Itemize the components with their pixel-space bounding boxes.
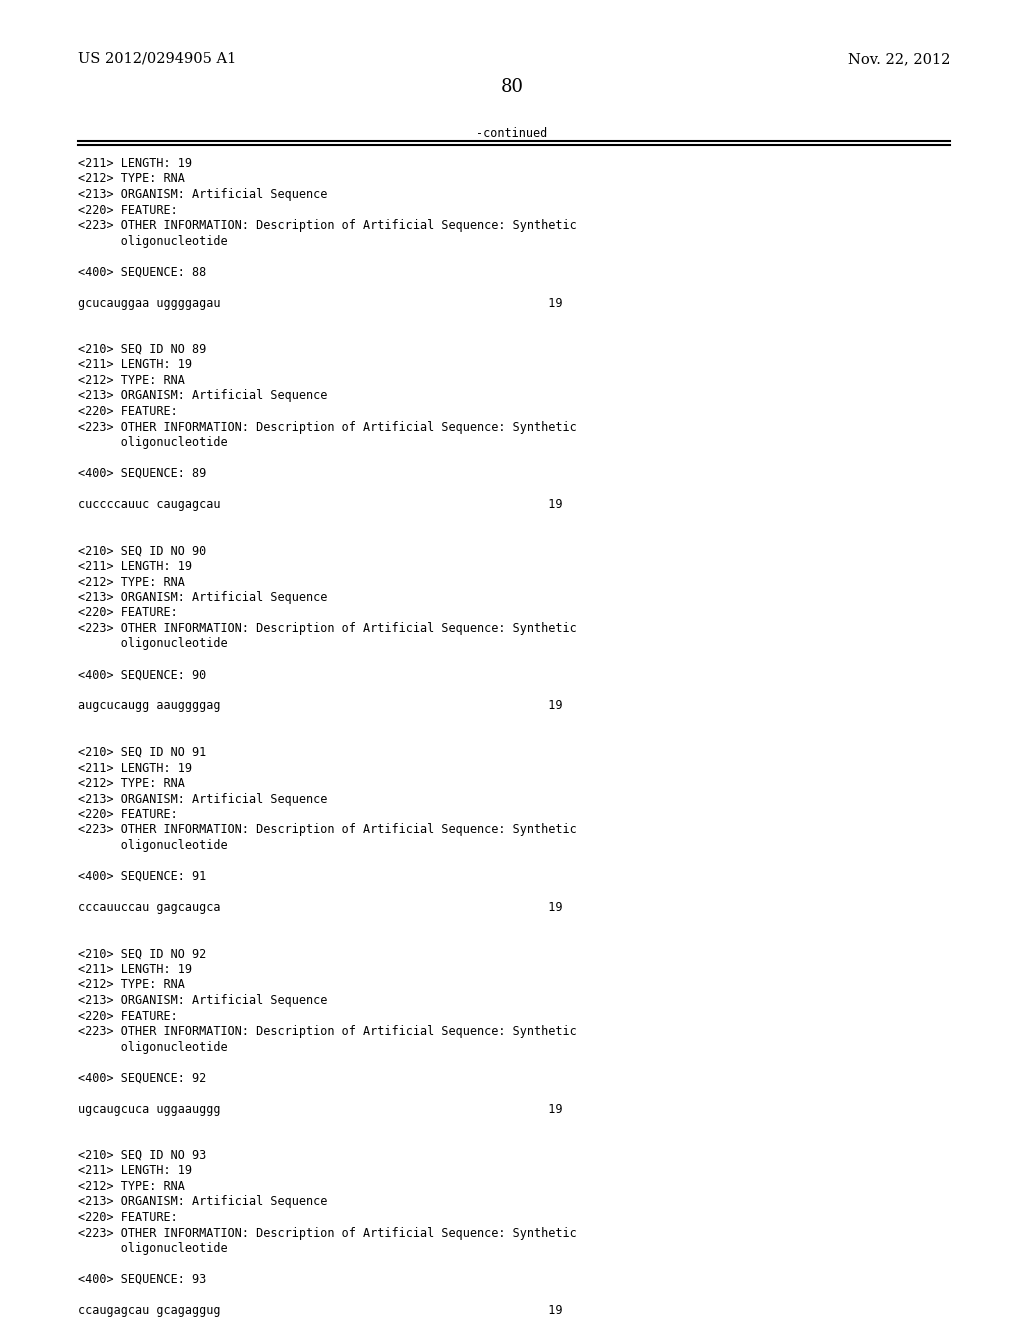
Text: <210> SEQ ID NO 92: <210> SEQ ID NO 92 (78, 948, 206, 961)
Text: <223> OTHER INFORMATION: Description of Artificial Sequence: Synthetic: <223> OTHER INFORMATION: Description of … (78, 1226, 577, 1239)
Text: <210> SEQ ID NO 90: <210> SEQ ID NO 90 (78, 544, 206, 557)
Text: cuccccauuc caugagcau                                              19: cuccccauuc caugagcau 19 (78, 498, 562, 511)
Text: ccaugagcau gcagaggug                                              19: ccaugagcau gcagaggug 19 (78, 1304, 562, 1317)
Text: <213> ORGANISM: Artificial Sequence: <213> ORGANISM: Artificial Sequence (78, 994, 328, 1007)
Text: <220> FEATURE:: <220> FEATURE: (78, 1210, 178, 1224)
Text: <212> TYPE: RNA: <212> TYPE: RNA (78, 173, 185, 186)
Text: <211> LENGTH: 19: <211> LENGTH: 19 (78, 1164, 193, 1177)
Text: ugcaugcuca uggaauggg                                              19: ugcaugcuca uggaauggg 19 (78, 1102, 562, 1115)
Text: <400> SEQUENCE: 92: <400> SEQUENCE: 92 (78, 1072, 206, 1085)
Text: <400> SEQUENCE: 93: <400> SEQUENCE: 93 (78, 1272, 206, 1286)
Text: <212> TYPE: RNA: <212> TYPE: RNA (78, 777, 185, 789)
Text: <213> ORGANISM: Artificial Sequence: <213> ORGANISM: Artificial Sequence (78, 591, 328, 605)
Text: <220> FEATURE:: <220> FEATURE: (78, 1010, 178, 1023)
Text: <210> SEQ ID NO 93: <210> SEQ ID NO 93 (78, 1148, 206, 1162)
Text: <220> FEATURE:: <220> FEATURE: (78, 405, 178, 418)
Text: oligonucleotide: oligonucleotide (78, 840, 227, 851)
Text: <223> OTHER INFORMATION: Description of Artificial Sequence: Synthetic: <223> OTHER INFORMATION: Description of … (78, 421, 577, 433)
Text: <211> LENGTH: 19: <211> LENGTH: 19 (78, 157, 193, 170)
Text: <223> OTHER INFORMATION: Description of Artificial Sequence: Synthetic: <223> OTHER INFORMATION: Description of … (78, 219, 577, 232)
Text: -continued: -continued (476, 127, 548, 140)
Text: <212> TYPE: RNA: <212> TYPE: RNA (78, 978, 185, 991)
Text: <211> LENGTH: 19: <211> LENGTH: 19 (78, 359, 193, 371)
Text: <211> LENGTH: 19: <211> LENGTH: 19 (78, 560, 193, 573)
Text: oligonucleotide: oligonucleotide (78, 436, 227, 449)
Text: <400> SEQUENCE: 89: <400> SEQUENCE: 89 (78, 467, 206, 480)
Text: <223> OTHER INFORMATION: Description of Artificial Sequence: Synthetic: <223> OTHER INFORMATION: Description of … (78, 1026, 577, 1038)
Text: US 2012/0294905 A1: US 2012/0294905 A1 (78, 51, 237, 66)
Text: oligonucleotide: oligonucleotide (78, 1242, 227, 1255)
Text: <400> SEQUENCE: 88: <400> SEQUENCE: 88 (78, 265, 206, 279)
Text: augcucaugg aauggggag                                              19: augcucaugg aauggggag 19 (78, 700, 562, 713)
Text: <212> TYPE: RNA: <212> TYPE: RNA (78, 374, 185, 387)
Text: <210> SEQ ID NO 91: <210> SEQ ID NO 91 (78, 746, 206, 759)
Text: <220> FEATURE:: <220> FEATURE: (78, 606, 178, 619)
Text: <223> OTHER INFORMATION: Description of Artificial Sequence: Synthetic: <223> OTHER INFORMATION: Description of … (78, 622, 577, 635)
Text: gcucauggaa uggggagau                                              19: gcucauggaa uggggagau 19 (78, 297, 562, 309)
Text: <212> TYPE: RNA: <212> TYPE: RNA (78, 576, 185, 589)
Text: <211> LENGTH: 19: <211> LENGTH: 19 (78, 964, 193, 975)
Text: <213> ORGANISM: Artificial Sequence: <213> ORGANISM: Artificial Sequence (78, 389, 328, 403)
Text: cccauuccau gagcaugca                                              19: cccauuccau gagcaugca 19 (78, 902, 562, 913)
Text: <212> TYPE: RNA: <212> TYPE: RNA (78, 1180, 185, 1193)
Text: <223> OTHER INFORMATION: Description of Artificial Sequence: Synthetic: <223> OTHER INFORMATION: Description of … (78, 824, 577, 837)
Text: oligonucleotide: oligonucleotide (78, 235, 227, 248)
Text: oligonucleotide: oligonucleotide (78, 638, 227, 651)
Text: <400> SEQUENCE: 91: <400> SEQUENCE: 91 (78, 870, 206, 883)
Text: oligonucleotide: oligonucleotide (78, 1040, 227, 1053)
Text: <220> FEATURE:: <220> FEATURE: (78, 203, 178, 216)
Text: <213> ORGANISM: Artificial Sequence: <213> ORGANISM: Artificial Sequence (78, 792, 328, 805)
Text: 80: 80 (501, 78, 523, 96)
Text: Nov. 22, 2012: Nov. 22, 2012 (848, 51, 950, 66)
Text: <211> LENGTH: 19: <211> LENGTH: 19 (78, 762, 193, 775)
Text: <213> ORGANISM: Artificial Sequence: <213> ORGANISM: Artificial Sequence (78, 187, 328, 201)
Text: <400> SEQUENCE: 90: <400> SEQUENCE: 90 (78, 668, 206, 681)
Text: <220> FEATURE:: <220> FEATURE: (78, 808, 178, 821)
Text: <213> ORGANISM: Artificial Sequence: <213> ORGANISM: Artificial Sequence (78, 1196, 328, 1209)
Text: <210> SEQ ID NO 89: <210> SEQ ID NO 89 (78, 343, 206, 356)
